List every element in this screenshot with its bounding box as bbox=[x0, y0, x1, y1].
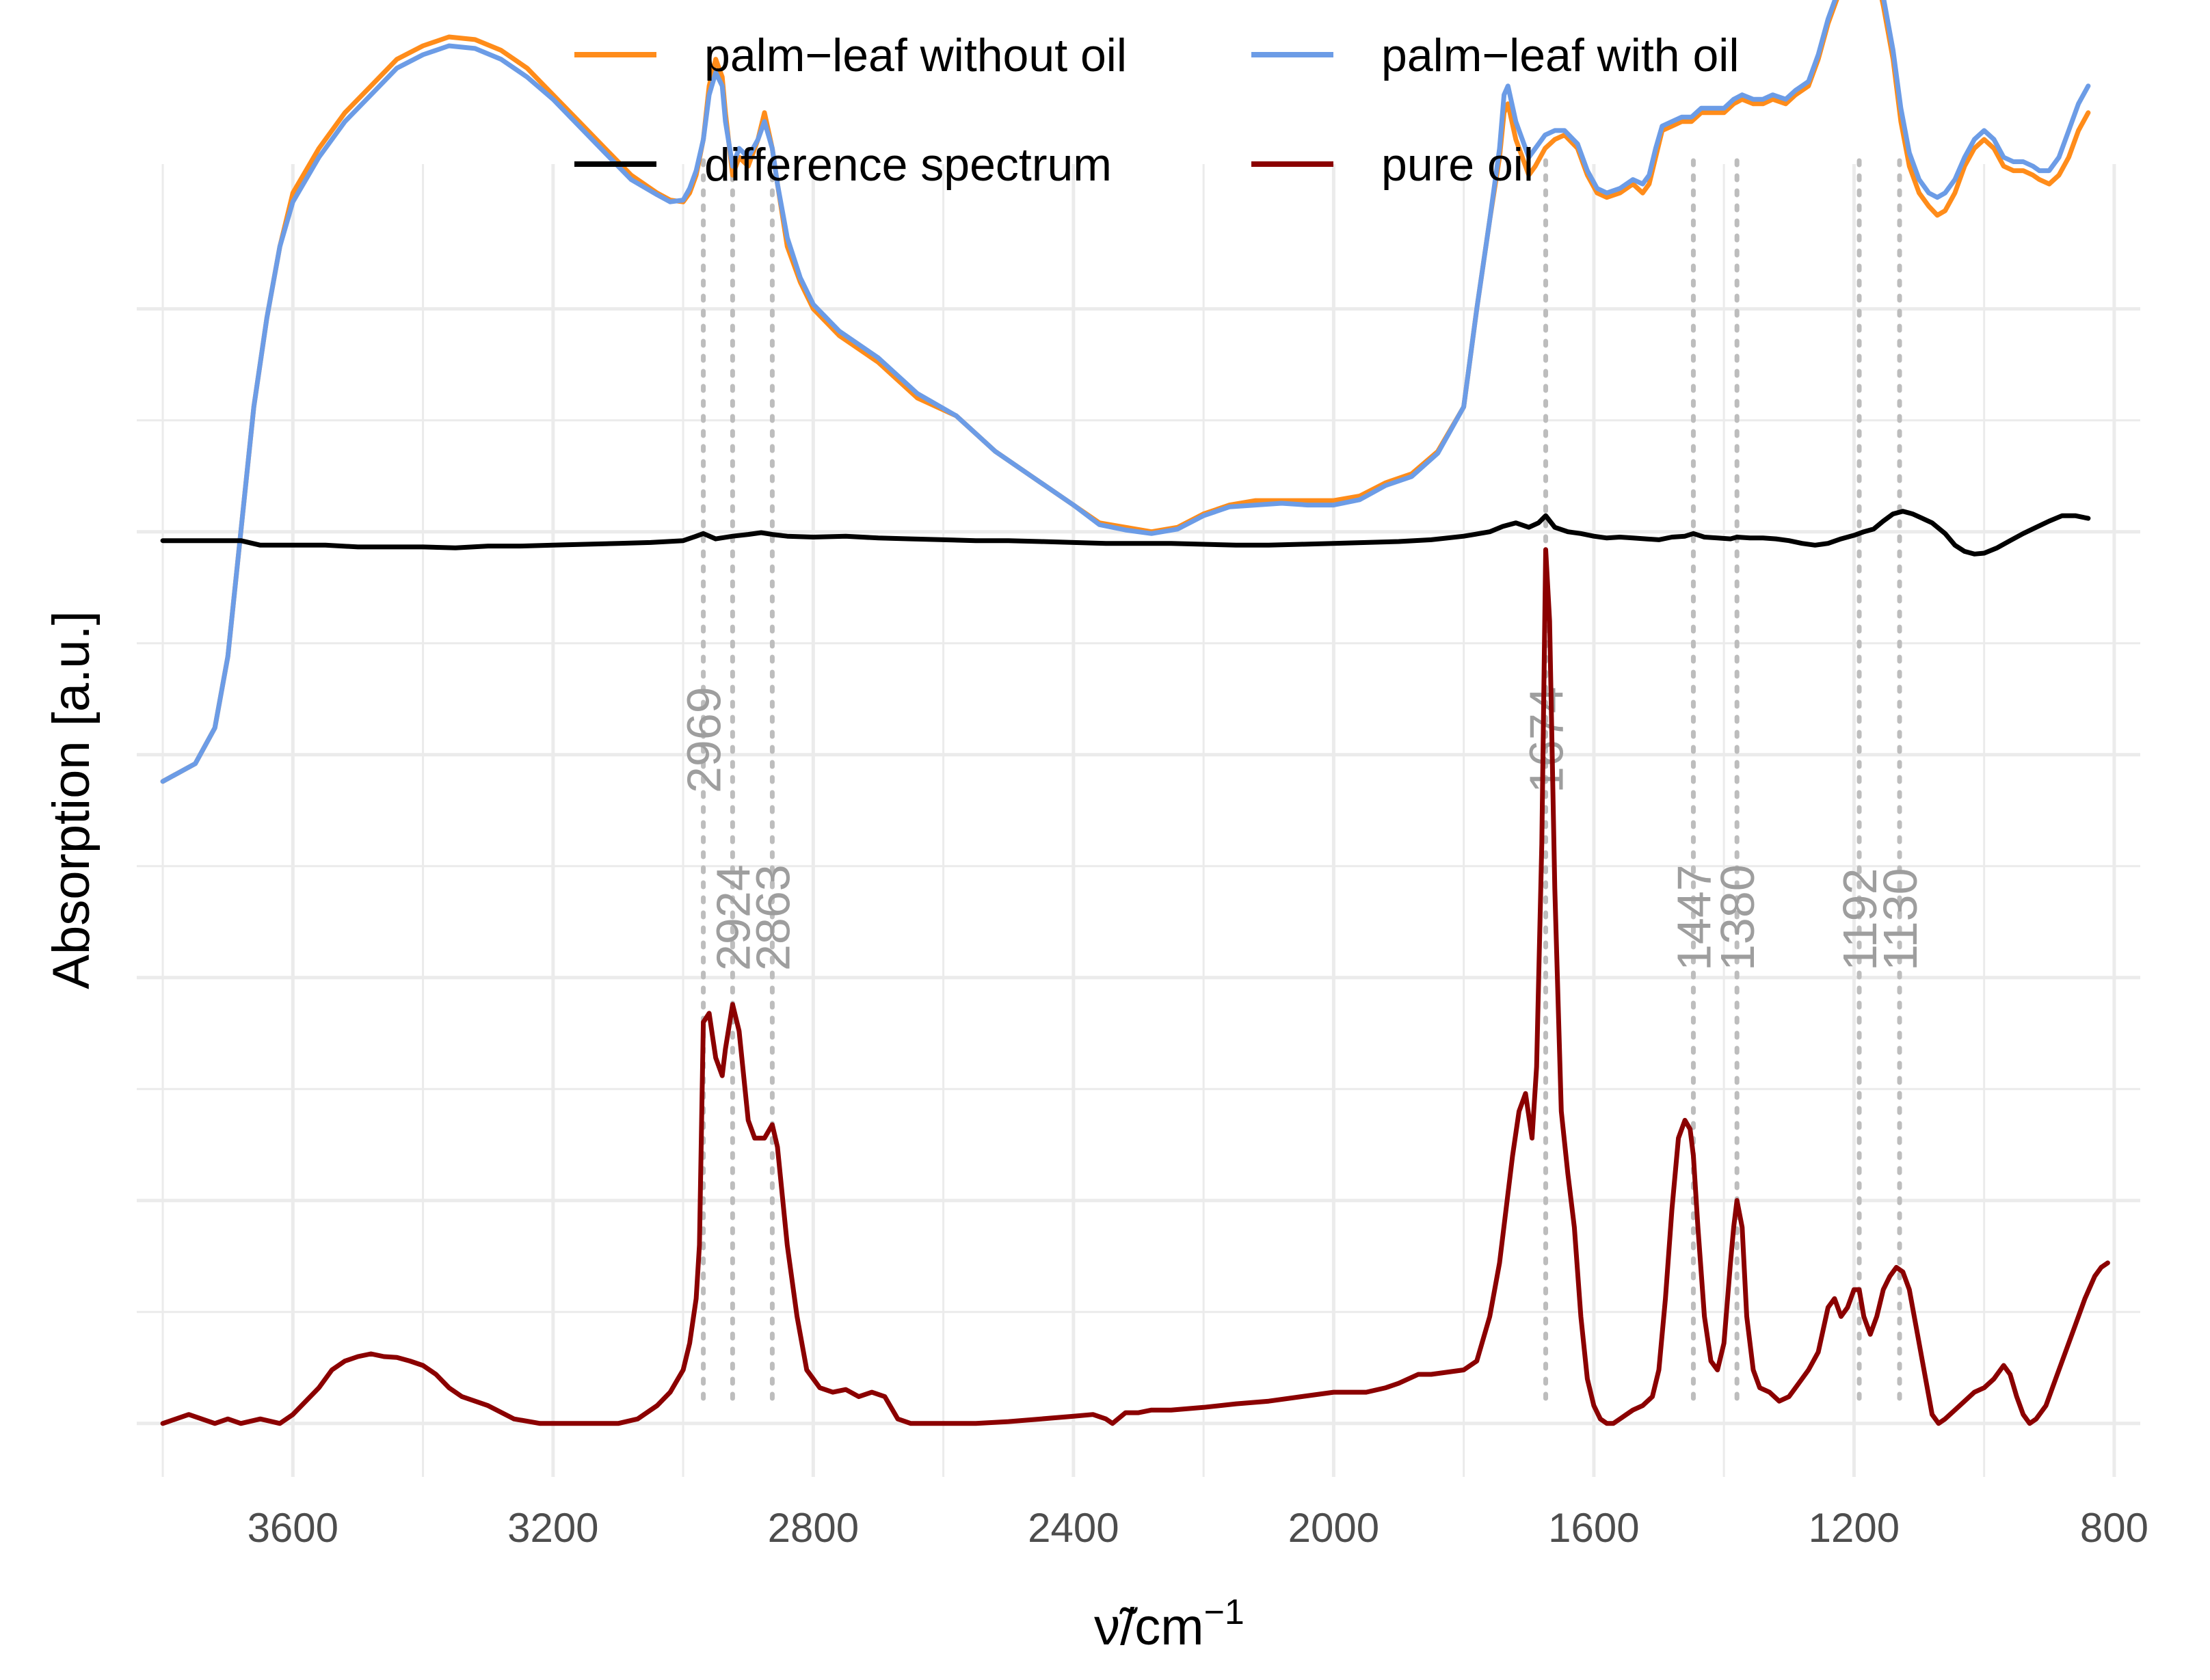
x-tick-label: 2800 bbox=[768, 1505, 859, 1551]
legend-label-3: pure oil bbox=[1381, 139, 1534, 191]
x-axis-unit: /cm bbox=[1120, 1598, 1203, 1656]
x-tick-label: 1200 bbox=[1809, 1505, 1900, 1551]
peak-label-1674: 1674 bbox=[1520, 686, 1573, 793]
peak-label-1380: 1380 bbox=[1711, 864, 1764, 971]
x-axis-title: ν̃/cm−1 bbox=[1094, 1592, 1244, 1656]
series-lines bbox=[160, 0, 2110, 1426]
y-axis-title: Absorption [a.u.] bbox=[42, 611, 101, 989]
peak-label-2863: 2863 bbox=[746, 864, 799, 971]
legend: palm−leaf without oil palm−leaf with oil d… bbox=[574, 29, 1739, 191]
x-tick-label: 3600 bbox=[248, 1505, 338, 1551]
grid bbox=[137, 164, 2140, 1477]
peak-label-1192: 1192 bbox=[1833, 868, 1887, 971]
series-line-3 bbox=[160, 547, 2110, 1426]
peak-label-1130: 1130 bbox=[1874, 868, 1927, 971]
peak-label-2969: 2969 bbox=[678, 686, 731, 793]
series-line-2 bbox=[160, 509, 2091, 557]
legend-label-0: palm−leaf without oil bbox=[704, 29, 1127, 81]
x-tick-label: 3200 bbox=[507, 1505, 598, 1551]
series-line-0 bbox=[160, 0, 2091, 784]
x-tick-label: 800 bbox=[2080, 1505, 2148, 1551]
legend-label-2: difference spectrum bbox=[704, 139, 1112, 191]
x-axis-tick-labels: 3600 3200 2800 2400 2000 1600 1200 800 bbox=[248, 1505, 2148, 1551]
x-tick-label: 2400 bbox=[1028, 1505, 1119, 1551]
x-axis-exponent: −1 bbox=[1204, 1592, 1244, 1632]
legend-label-1: palm−leaf with oil bbox=[1381, 29, 1739, 81]
x-tick-label: 2000 bbox=[1288, 1505, 1379, 1551]
peak-label-1447: 1447 bbox=[1667, 864, 1720, 971]
peak-label-2924: 2924 bbox=[706, 864, 760, 971]
x-tick-label: 1600 bbox=[1548, 1505, 1639, 1551]
series-line-1 bbox=[160, 0, 2091, 784]
